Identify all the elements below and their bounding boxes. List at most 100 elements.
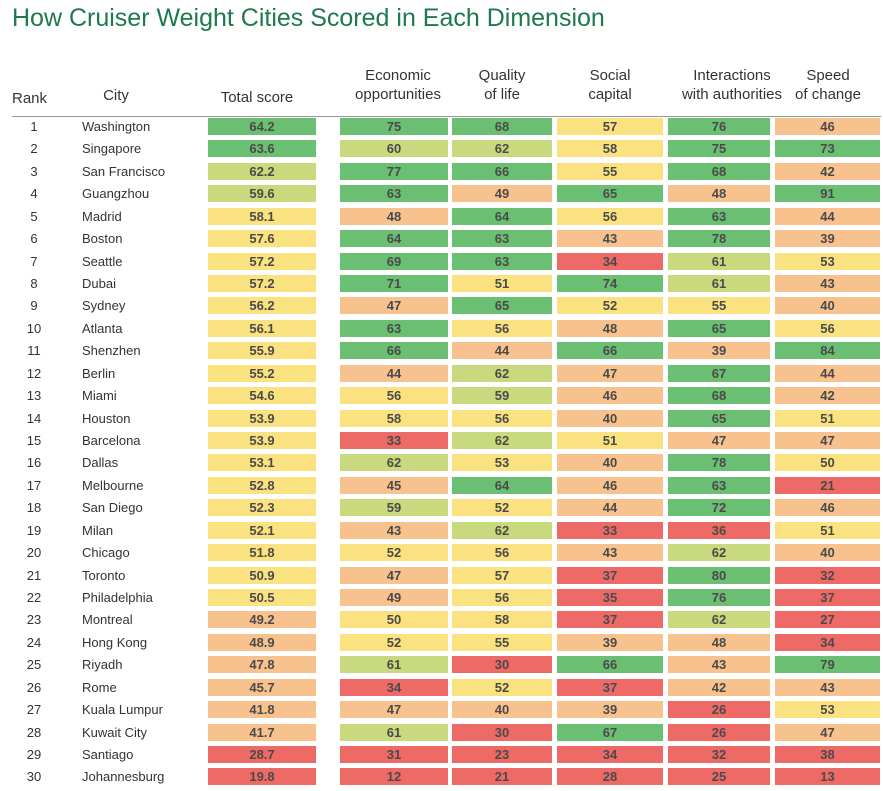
social-score-cell: 34 xyxy=(557,746,663,763)
rank-cell: 21 xyxy=(26,568,42,583)
city-cell: Kuala Lumpur xyxy=(82,702,163,717)
city-cell: Hong Kong xyxy=(82,635,148,650)
city-cell: Atlanta xyxy=(82,321,123,336)
city-cell: Toronto xyxy=(82,568,126,583)
economic-score-cell: 63 xyxy=(340,185,448,202)
header-quality-of-life: Quality of life xyxy=(478,67,526,103)
speed-score-cell: 42 xyxy=(775,163,880,180)
header-economic-opportunities: Economic opportunities xyxy=(355,67,441,103)
quality-score-cell: 64 xyxy=(452,477,552,494)
quality-score-cell: 21 xyxy=(452,768,552,785)
total-score-cell: 57.6 xyxy=(208,230,316,247)
authorities-score-cell: 55 xyxy=(668,297,770,314)
header-rank: Rank xyxy=(12,90,48,107)
speed-score-cell: 38 xyxy=(775,746,880,763)
economic-score-cell: 48 xyxy=(340,208,448,225)
rank-cell: 10 xyxy=(26,321,42,336)
total-score-cell: 55.2 xyxy=(208,365,316,382)
social-score-cell: 52 xyxy=(557,297,663,314)
quality-score-cell: 23 xyxy=(452,746,552,763)
quality-score-cell: 62 xyxy=(452,522,552,539)
economic-score-cell: 49 xyxy=(340,589,448,606)
rank-cell: 23 xyxy=(26,612,42,627)
quality-score-cell: 68 xyxy=(452,118,552,135)
city-cell: Rome xyxy=(82,680,117,695)
economic-score-cell: 50 xyxy=(340,611,448,628)
economic-score-cell: 71 xyxy=(340,275,448,292)
speed-score-cell: 73 xyxy=(775,140,880,157)
economic-score-cell: 61 xyxy=(340,724,448,741)
total-score-cell: 64.2 xyxy=(208,118,316,135)
economic-score-cell: 12 xyxy=(340,768,448,785)
rank-cell: 13 xyxy=(26,388,42,403)
authorities-score-cell: 67 xyxy=(668,365,770,382)
quality-score-cell: 62 xyxy=(452,365,552,382)
speed-score-cell: 13 xyxy=(775,768,880,785)
authorities-score-cell: 63 xyxy=(668,208,770,225)
city-cell: Sydney xyxy=(82,298,126,313)
rank-cell: 26 xyxy=(26,680,42,695)
speed-score-cell: 46 xyxy=(775,499,880,516)
total-score-cell: 53.9 xyxy=(208,432,316,449)
economic-score-cell: 75 xyxy=(340,118,448,135)
social-score-cell: 51 xyxy=(557,432,663,449)
economic-score-cell: 64 xyxy=(340,230,448,247)
authorities-score-cell: 26 xyxy=(668,724,770,741)
speed-score-cell: 84 xyxy=(775,342,880,359)
city-cell: Philadelphia xyxy=(82,590,153,605)
authorities-score-cell: 32 xyxy=(668,746,770,763)
speed-score-cell: 47 xyxy=(775,724,880,741)
rank-cell: 25 xyxy=(26,657,42,672)
economic-score-cell: 45 xyxy=(340,477,448,494)
economic-score-cell: 63 xyxy=(340,320,448,337)
economic-score-cell: 31 xyxy=(340,746,448,763)
header-total-score: Total score xyxy=(220,89,294,106)
authorities-score-cell: 62 xyxy=(668,611,770,628)
city-cell: Dubai xyxy=(82,276,116,291)
total-score-cell: 58.1 xyxy=(208,208,316,225)
economic-score-cell: 43 xyxy=(340,522,448,539)
authorities-score-cell: 48 xyxy=(668,185,770,202)
quality-score-cell: 66 xyxy=(452,163,552,180)
rank-cell: 14 xyxy=(26,411,42,426)
rank-cell: 18 xyxy=(26,500,42,515)
speed-score-cell: 43 xyxy=(775,275,880,292)
social-score-cell: 48 xyxy=(557,320,663,337)
rank-cell: 17 xyxy=(26,478,42,493)
quality-score-cell: 53 xyxy=(452,454,552,471)
authorities-score-cell: 68 xyxy=(668,163,770,180)
economic-score-cell: 47 xyxy=(340,567,448,584)
quality-score-cell: 59 xyxy=(452,387,552,404)
quality-score-cell: 58 xyxy=(452,611,552,628)
authorities-score-cell: 76 xyxy=(668,118,770,135)
city-cell: Johannesburg xyxy=(82,769,165,784)
quality-score-cell: 30 xyxy=(452,656,552,673)
total-score-cell: 45.7 xyxy=(208,679,316,696)
economic-score-cell: 56 xyxy=(340,387,448,404)
economic-score-cell: 44 xyxy=(340,365,448,382)
city-cell: Riyadh xyxy=(82,657,123,672)
header-speed-of-change: Speed of change xyxy=(795,67,861,103)
speed-score-cell: 79 xyxy=(775,656,880,673)
economic-score-cell: 47 xyxy=(340,701,448,718)
quality-score-cell: 56 xyxy=(452,544,552,561)
authorities-score-cell: 80 xyxy=(668,567,770,584)
social-score-cell: 40 xyxy=(557,454,663,471)
quality-score-cell: 64 xyxy=(452,208,552,225)
authorities-score-cell: 65 xyxy=(668,320,770,337)
economic-score-cell: 60 xyxy=(340,140,448,157)
quality-score-cell: 56 xyxy=(452,589,552,606)
rank-cell: 16 xyxy=(26,455,42,470)
authorities-score-cell: 78 xyxy=(668,230,770,247)
speed-score-cell: 50 xyxy=(775,454,880,471)
social-score-cell: 56 xyxy=(557,208,663,225)
social-score-cell: 37 xyxy=(557,679,663,696)
quality-score-cell: 40 xyxy=(452,701,552,718)
speed-score-cell: 47 xyxy=(775,432,880,449)
quality-score-cell: 52 xyxy=(452,679,552,696)
city-cell: Seattle xyxy=(82,254,123,269)
header-city: City xyxy=(103,87,129,104)
total-score-cell: 52.3 xyxy=(208,499,316,516)
quality-score-cell: 52 xyxy=(452,499,552,516)
speed-score-cell: 91 xyxy=(775,185,880,202)
